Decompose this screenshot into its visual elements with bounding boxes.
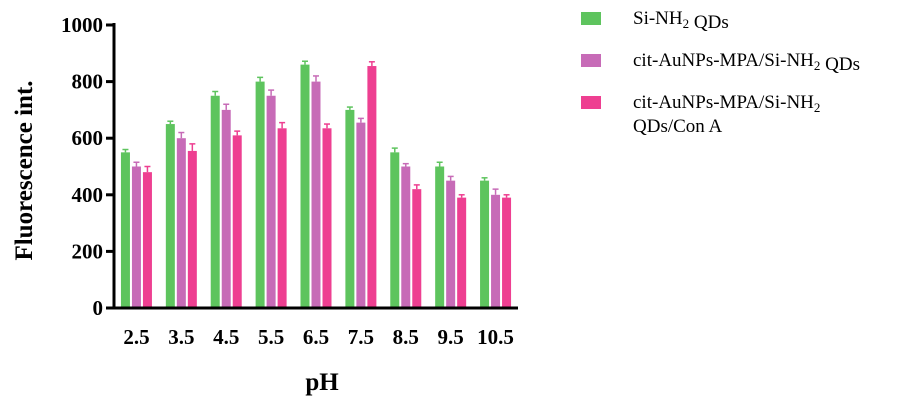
legend-label-subscript: 2 [814,100,821,115]
legend-label: Si-NH2 QDs [633,8,729,33]
bar [322,128,332,308]
bar [356,122,366,308]
x-tick-label: 10.5 [477,325,514,349]
bar [367,66,377,308]
x-tick-label: 9.5 [438,325,464,349]
bar [142,172,152,308]
y-tick-label: 800 [72,70,104,94]
bar [491,194,501,308]
bar [300,64,310,309]
bar [311,81,321,308]
bar [390,152,400,308]
legend-label-part: cit-AuNPs-MPA/Si-NH [633,50,814,71]
bar [345,109,355,309]
x-tick-label: 6.5 [303,325,329,349]
x-axis-title: pH [305,369,339,396]
legend-label: cit-AuNPs-MPA/Si-NH2 QDs [633,50,860,75]
bar [210,95,220,308]
bar [255,81,265,308]
bar [266,95,276,308]
bar [221,109,231,309]
legend-label-part: QDs [820,54,860,75]
y-tick-label: 400 [72,183,104,207]
x-tick-label: 7.5 [348,325,374,349]
bar [457,197,467,308]
bar [435,166,445,308]
x-tick-label: 2.5 [123,325,149,349]
x-tick-label: 8.5 [393,325,419,349]
bar [446,180,456,308]
bar [480,180,490,308]
y-tick-label: 0 [93,296,104,320]
legend-label: cit-AuNPs-MPA/Si-NH2 QDs/Con A [633,92,820,137]
bar [502,197,512,308]
y-axis-title: Fluorescence int. [11,80,38,260]
x-tick-label: 5.5 [258,325,284,349]
legend-label-subscript: 2 [683,16,690,31]
legend-label-part: QDs/Con A [633,116,722,137]
legend-swatch [581,12,601,25]
bar [412,189,422,308]
x-tick-label: 3.5 [168,325,194,349]
bar [187,150,197,308]
legend-label-part: cit-AuNPs-MPA/Si-NH [633,92,814,113]
bar [131,166,141,308]
legend-label-subscript: 2 [814,58,821,73]
legend-swatch [581,96,601,109]
bar [232,135,242,308]
y-tick-label: 600 [72,126,104,150]
bar [165,124,175,308]
x-tick-label: 4.5 [213,325,239,349]
legend-label-part: QDs [689,12,729,33]
bar [277,128,287,308]
legend-label-part: Si-NH [633,8,683,29]
bar [120,152,130,308]
y-tick-label: 1000 [61,13,103,37]
y-tick-label: 200 [72,239,104,263]
bar [176,138,186,308]
bar [401,166,411,308]
legend-swatch [581,54,601,67]
